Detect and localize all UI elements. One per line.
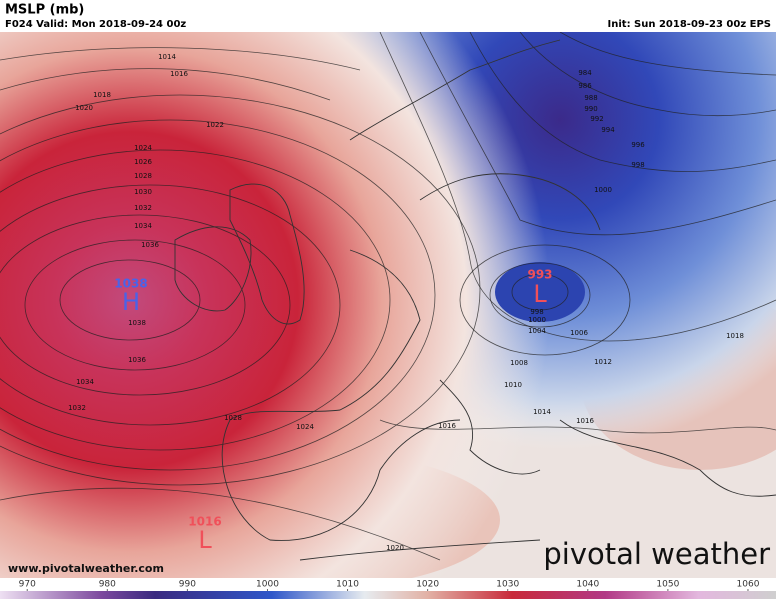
- isobar-label: 1016: [170, 70, 188, 78]
- colorbar-tick-label: 1000: [256, 580, 279, 590]
- isobar-label: 1018: [726, 332, 744, 340]
- colorbar-tick-label: 1030: [496, 580, 519, 590]
- colorbar-tick-label: 1060: [737, 580, 760, 590]
- logo: pivotal weather: [543, 537, 770, 571]
- isobar-label: 992: [590, 115, 603, 123]
- isobar-label: 1034: [76, 378, 94, 386]
- center-letter: L: [533, 280, 547, 308]
- center-value: 1016: [188, 515, 221, 529]
- isobar-label: 990: [584, 105, 597, 113]
- credit: www.pivotalweather.com: [8, 562, 164, 575]
- colorbar: [0, 591, 776, 599]
- colorbar-tick-label: 1040: [576, 580, 599, 590]
- isobar-label: 1000: [594, 186, 612, 194]
- colorbar-tick-label: 1050: [656, 580, 679, 590]
- isobar-label: 1024: [296, 423, 314, 431]
- center-value: 1038: [114, 277, 147, 291]
- isobar-label: 1000: [528, 316, 546, 324]
- isobar-label: 994: [601, 126, 615, 134]
- center-letter: L: [198, 526, 212, 554]
- coastlines: [174, 39, 776, 561]
- map-area: [0, 32, 776, 578]
- center-letter: H: [122, 288, 140, 316]
- isobar-label: 1034: [134, 222, 152, 230]
- isobars: [0, 32, 776, 561]
- colorbar-tick-label: 980: [99, 580, 116, 590]
- isobar-label: 1004: [528, 327, 546, 335]
- valid-time: F024 Valid: Mon 2018-09-24 00z: [5, 19, 186, 30]
- isobar-label: 996: [631, 141, 645, 149]
- isobar-label: 1026: [134, 158, 152, 166]
- isobar-label: 1008: [510, 359, 528, 367]
- center-value: 993: [527, 268, 552, 282]
- isobar-label: 1020: [386, 544, 404, 552]
- isobar-label: 998: [631, 161, 644, 169]
- isobar-label: 1030: [134, 188, 152, 196]
- init-time: Init: Sun 2018-09-23 00z EPS: [608, 19, 771, 30]
- isobar-label: 1016: [438, 422, 456, 430]
- isobar-label: 1012: [594, 358, 612, 366]
- isobar-label: 1014: [158, 53, 176, 61]
- isobar-label: 984: [578, 69, 592, 77]
- isobar-label: 1036: [141, 241, 159, 249]
- isobar-label: 1022: [206, 121, 224, 129]
- isobar-label: 986: [578, 82, 592, 90]
- isobar-label: 1032: [68, 404, 86, 412]
- isobar-label: 998: [530, 308, 543, 316]
- colorbar-tick-label: 970: [19, 580, 36, 590]
- colorbar-tick-label: 990: [179, 580, 196, 590]
- colorbar-tick-label: 1020: [416, 580, 439, 590]
- isobar-label: 1006: [570, 329, 588, 337]
- isobar-label: 1014: [533, 408, 551, 416]
- isobar-label: 1038: [128, 319, 146, 327]
- isobar-label: 1032: [134, 204, 152, 212]
- header-bar: [0, 0, 776, 32]
- isobar-label: 1020: [75, 104, 93, 112]
- isobar-label: 1024: [134, 144, 152, 152]
- isobar-label: 1028: [224, 414, 242, 422]
- isobar-label: 1028: [134, 172, 152, 180]
- isobar-label: 988: [584, 94, 597, 102]
- isobar-label: 1016: [576, 417, 594, 425]
- isobar-label: 1036: [128, 356, 146, 364]
- isobar-label: 1010: [504, 381, 522, 389]
- colorbar-tick-label: 1010: [336, 580, 359, 590]
- map-title: MSLP (mb): [5, 3, 84, 18]
- isobar-label: 1018: [93, 91, 111, 99]
